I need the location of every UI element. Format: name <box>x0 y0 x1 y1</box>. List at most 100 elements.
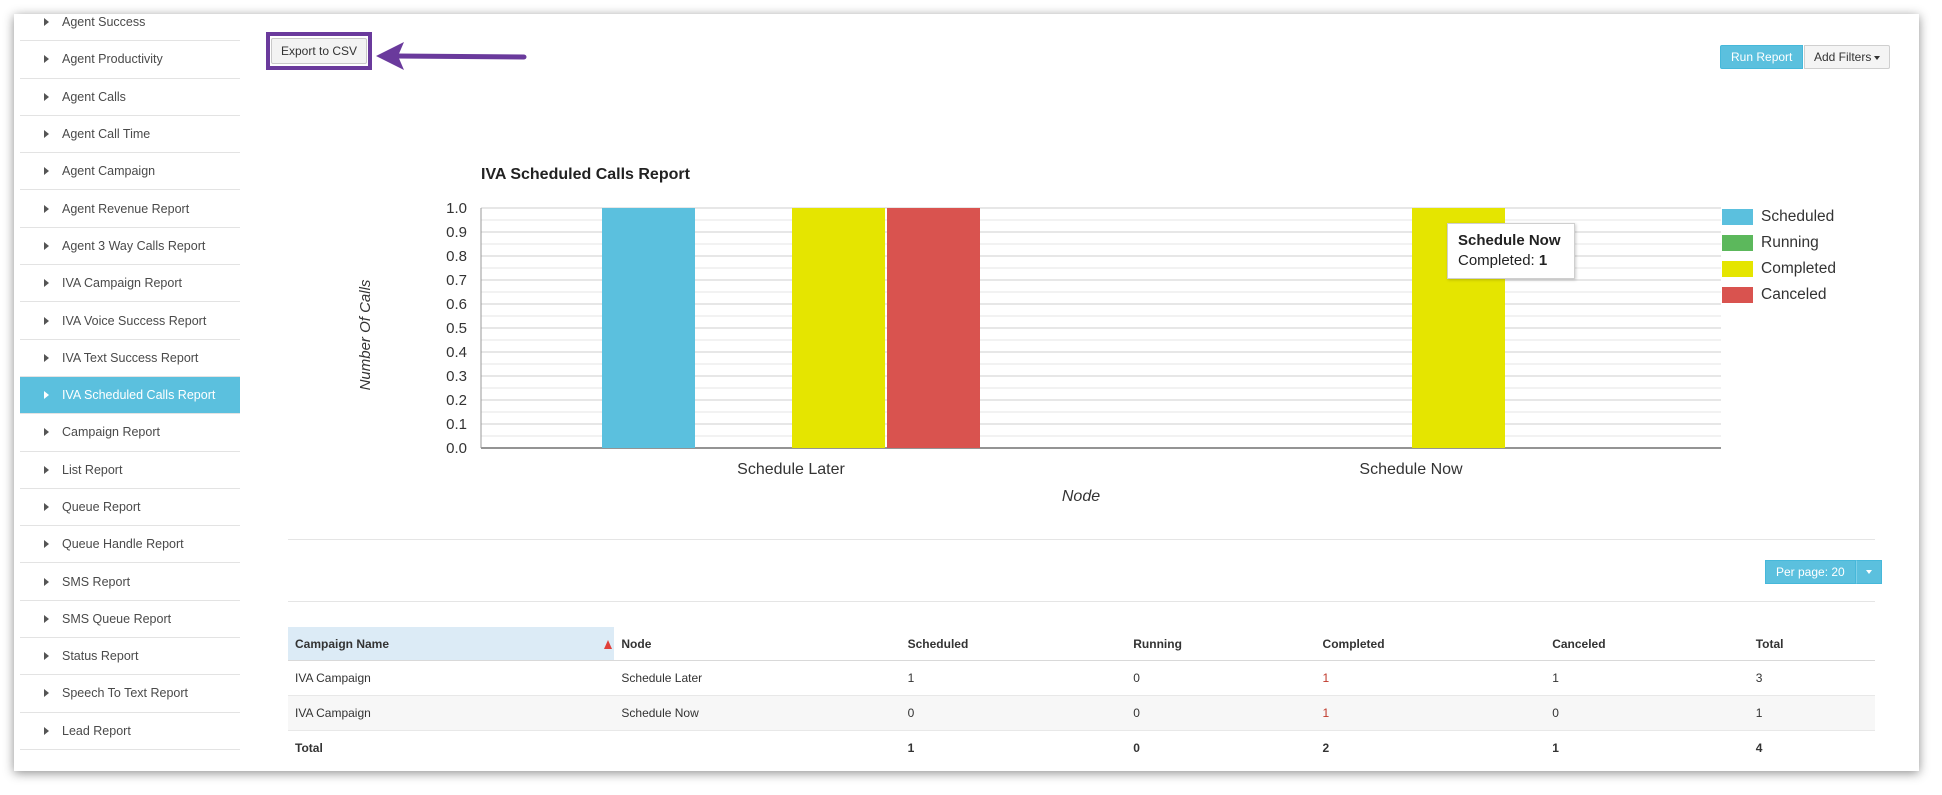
sidebar-item-queue-report[interactable]: Queue Report <box>20 489 240 527</box>
sidebar-item-iva-campaign-report[interactable]: IVA Campaign Report <box>20 265 240 303</box>
y-axis-ticks: 0.0 0.1 0.2 0.3 0.4 0.5 0.6 0.7 0.8 0.9 1.0 <box>446 200 467 457</box>
legend-swatch <box>1722 235 1753 251</box>
sidebar-item-list-report[interactable]: List Report <box>20 452 240 489</box>
per-page-dropdown[interactable]: Per page: 20 <box>1765 560 1882 584</box>
sidebar-item-label: Queue Handle Report <box>62 537 184 552</box>
tooltip-title: Schedule Now <box>1458 232 1561 249</box>
column-header-total[interactable]: Total <box>1748 627 1875 661</box>
table-cell-completed: 1 <box>1315 660 1546 696</box>
column-header-running[interactable]: Running <box>1126 627 1316 661</box>
caret-right-icon <box>44 18 49 27</box>
caret-right-icon <box>44 279 49 288</box>
column-header-canceled[interactable]: Canceled <box>1545 627 1749 661</box>
export-highlight-box: Export to CSV <box>266 32 372 70</box>
section-divider <box>288 601 1875 602</box>
y-tick-label: 1.0 <box>446 200 467 217</box>
y-tick-label: 0.0 <box>446 440 467 457</box>
export-csv-button[interactable]: Export to CSV <box>270 38 368 64</box>
table-cell-running: 0 <box>1126 660 1316 696</box>
total-cell-node <box>614 731 900 766</box>
column-header-label: Total <box>1755 636 1784 651</box>
per-page-button[interactable]: Per page: 20 <box>1765 560 1856 584</box>
column-header-label: Node <box>621 636 652 651</box>
table-cell-campaign-name: IVA Campaign <box>288 660 615 696</box>
sidebar-item-agent-calls[interactable]: Agent Calls <box>20 79 240 116</box>
sidebar-item-iva-voice-success-report[interactable]: IVA Voice Success Report <box>20 302 240 340</box>
total-cell-running: 0 <box>1133 741 1140 755</box>
caret-right-icon <box>44 204 49 213</box>
sidebar-item-sms-report[interactable]: SMS Report <box>20 563 240 601</box>
caret-right-icon <box>44 726 49 735</box>
sidebar-item-iva-scheduled-calls-report[interactable]: IVA Scheduled Calls Report <box>20 376 240 415</box>
table-total-row: Total 1 0 2 1 4 <box>288 731 1875 766</box>
bar-canceled-schedule-later[interactable] <box>887 208 980 448</box>
caret-right-icon <box>44 689 49 698</box>
y-tick-label: 0.8 <box>446 248 467 265</box>
caret-right-icon <box>44 428 49 437</box>
sidebar-item-agent-campaign[interactable]: Agent Campaign <box>20 153 240 191</box>
total-cell-canceled: 1 <box>1552 741 1559 755</box>
table-cell-node: Schedule Now <box>614 695 901 731</box>
chart-tooltip: Schedule Now Completed: 1 <box>1447 223 1575 279</box>
sidebar-item-label: Status Report <box>62 649 139 664</box>
y-tick-label: 0.3 <box>446 368 467 385</box>
column-header-completed[interactable]: Completed <box>1315 627 1546 661</box>
sidebar-item-speech-to-text-report[interactable]: Speech To Text Report <box>20 675 240 713</box>
legend-swatch <box>1722 209 1753 225</box>
chevron-down-icon <box>1874 55 1881 60</box>
sidebar-item-label: Campaign Report <box>62 425 160 440</box>
y-tick-label: 0.4 <box>446 344 467 361</box>
caret-right-icon <box>44 614 49 623</box>
sidebar-item-label: SMS Report <box>62 574 131 589</box>
legend-label: Running <box>1761 234 1819 251</box>
sidebar-item-label: List Report <box>62 462 123 477</box>
table-header-row: Campaign Name Node Scheduled Running Complet… <box>288 627 1875 661</box>
column-header-label: Running <box>1133 636 1182 651</box>
sidebar-item-label: Lead Report <box>62 723 131 738</box>
column-header-campaign-name[interactable]: Campaign Name <box>288 627 615 661</box>
chevron-down-icon <box>1865 570 1872 574</box>
bar-completed-schedule-later[interactable] <box>792 208 885 448</box>
sidebar-item-iva-text-success-report[interactable]: IVA Text Success Report <box>20 340 240 377</box>
total-cell-scheduled: 1 <box>907 741 915 755</box>
caret-right-icon <box>44 130 49 139</box>
sidebar-item-queue-handle-report[interactable]: Queue Handle Report <box>20 526 240 564</box>
run-report-button[interactable]: Run Report <box>1720 45 1804 69</box>
sidebar-item-agent-productivity[interactable]: Agent Productivity <box>20 41 240 79</box>
bar-scheduled-schedule-later[interactable] <box>602 208 695 448</box>
table-cell-scheduled: 1 <box>900 660 1127 696</box>
sidebar-item-sms-queue-report[interactable]: SMS Queue Report <box>20 601 240 639</box>
report-sidebar: Agent Success Agent Productivity Agent Cal… <box>20 14 240 750</box>
add-filters-button[interactable]: Add Filters <box>1804 45 1891 69</box>
section-divider <box>288 539 1875 540</box>
sort-ascending-icon[interactable] <box>604 640 613 649</box>
sidebar-item-label: SMS Queue Report <box>62 611 172 626</box>
per-page-toggle[interactable] <box>1855 560 1882 584</box>
column-header-node[interactable]: Node <box>614 627 901 661</box>
sidebar-item-campaign-report[interactable]: Campaign Report <box>20 414 240 452</box>
y-tick-label: 0.7 <box>446 272 467 289</box>
sidebar-item-agent-success[interactable]: Agent Success <box>20 14 240 42</box>
app-window: Agent Success Agent Productivity Agent Cal… <box>14 14 1919 771</box>
sidebar-item-label: IVA Voice Success Report <box>62 313 207 328</box>
annotation-arrow-icon <box>376 42 527 70</box>
legend-item-canceled[interactable]: Canceled <box>1722 282 1836 308</box>
legend-item-running[interactable]: Running <box>1722 230 1836 256</box>
sidebar-item-agent-revenue-report[interactable]: Agent Revenue Report <box>20 190 240 228</box>
sidebar-item-agent-call-time[interactable]: Agent Call Time <box>20 116 240 154</box>
column-header-label: Scheduled <box>907 636 969 651</box>
sidebar-item-lead-report[interactable]: Lead Report <box>20 713 240 750</box>
y-tick-label: 0.2 <box>446 392 467 409</box>
legend-label: Canceled <box>1761 286 1827 303</box>
total-cell-completed: 2 <box>1322 741 1330 755</box>
sidebar-item-label: Agent Success <box>62 15 146 30</box>
x-tick-label: Schedule Later <box>737 461 845 478</box>
sidebar-item-status-report[interactable]: Status Report <box>20 638 240 676</box>
sidebar-item-agent-3-way-calls-report[interactable]: Agent 3 Way Calls Report <box>20 228 240 266</box>
table-cell-scheduled: 0 <box>900 695 1127 731</box>
caret-right-icon <box>44 540 49 549</box>
column-header-scheduled[interactable]: Scheduled <box>900 627 1127 661</box>
legend-item-completed[interactable]: Completed <box>1722 256 1836 282</box>
caret-right-icon <box>44 92 49 101</box>
legend-item-scheduled[interactable]: Scheduled <box>1722 204 1836 230</box>
